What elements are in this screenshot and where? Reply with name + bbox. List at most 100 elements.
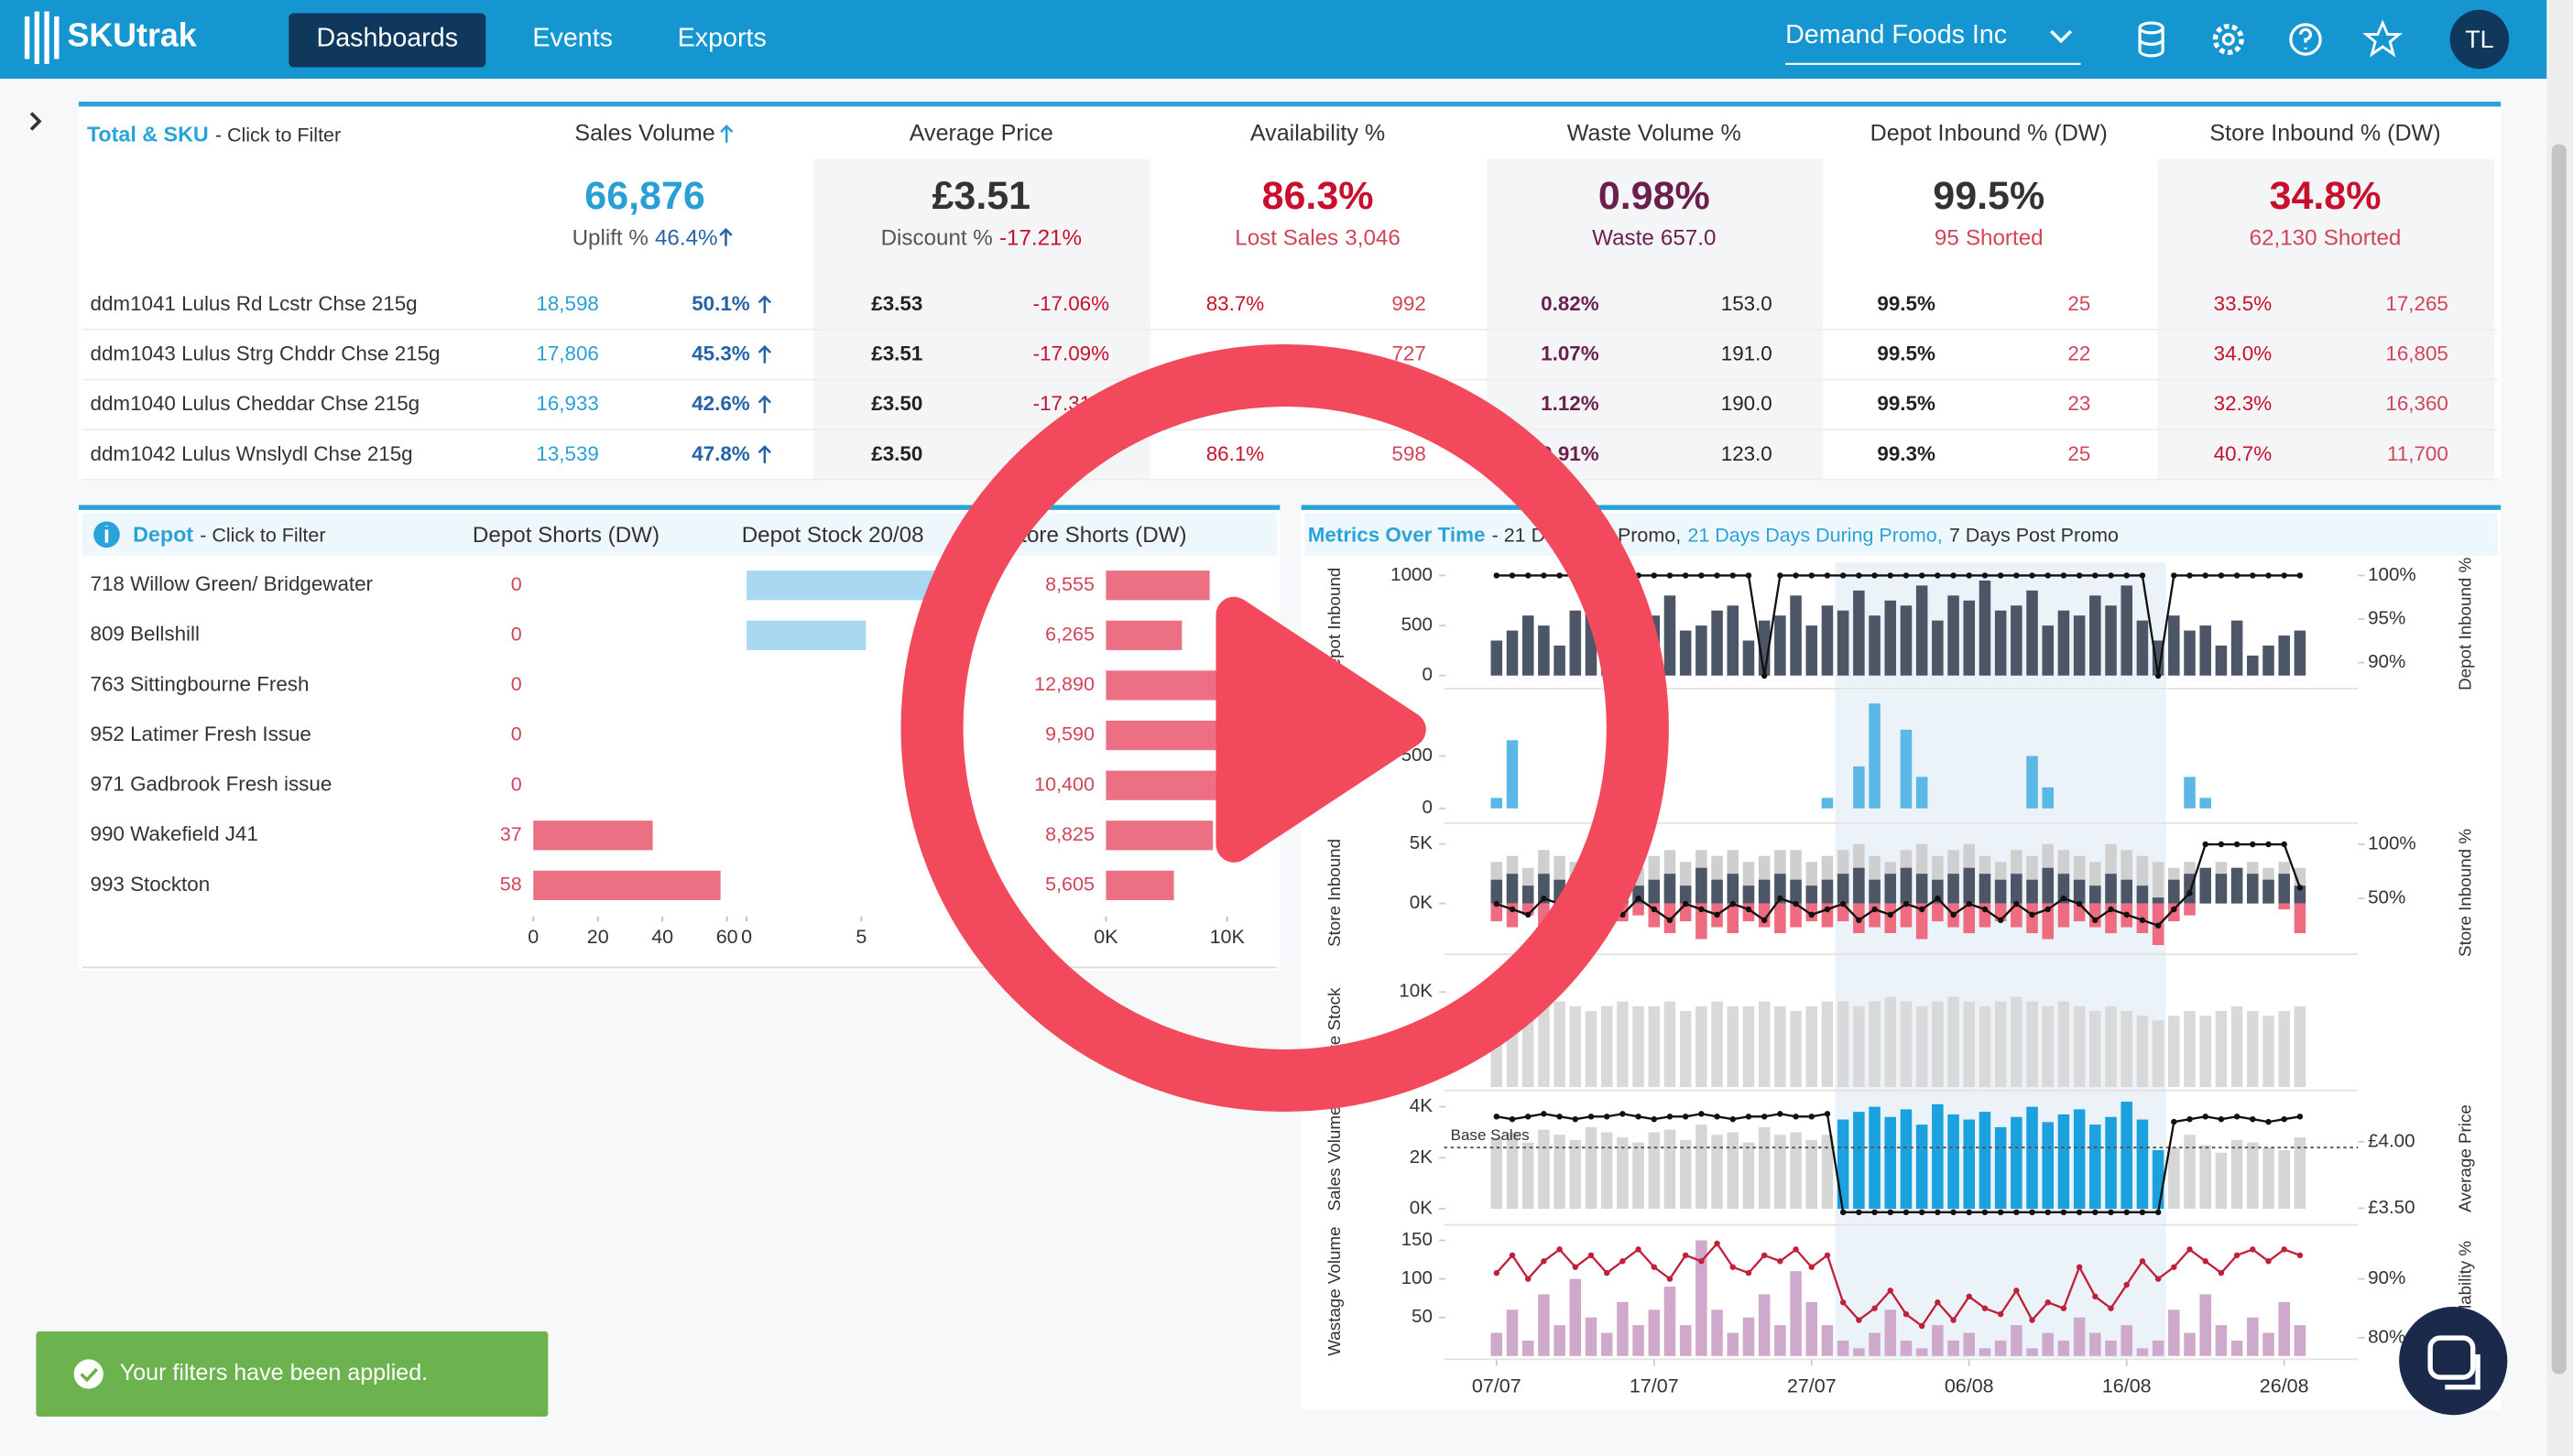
bar (2042, 1122, 2055, 1210)
store-shorts-bar (1106, 620, 1183, 650)
metric-line (1496, 842, 2301, 928)
line-marker (2108, 572, 2114, 579)
bar (1774, 615, 1786, 676)
settings-icon[interactable] (2212, 23, 2244, 55)
bar (1617, 1137, 1629, 1210)
bar (2184, 1332, 2196, 1356)
favourite-icon[interactable] (2362, 19, 2404, 58)
nav-tab[interactable]: Exports (678, 24, 767, 53)
kpi-sub: 95 Shorted (1935, 226, 2044, 251)
depot-site: 718 Willow Green/ Bridgewater (91, 572, 374, 595)
bar (2278, 874, 2290, 904)
bar (2168, 1309, 2180, 1356)
bar (2105, 1340, 2117, 1356)
sku-cell: 25 (2067, 442, 2090, 465)
axis-tick-label: 10K (1210, 926, 1246, 948)
bar (1521, 1011, 1534, 1088)
line-marker (1935, 895, 1941, 902)
line-marker (1635, 1114, 1641, 1120)
arrow-icon (720, 125, 734, 143)
sku-cell: 47.8% (692, 442, 750, 465)
line-marker (1981, 1305, 1989, 1311)
line-marker (1572, 1264, 1579, 1270)
sidebar-toggle[interactable] (29, 112, 42, 131)
line-marker (2265, 1118, 2272, 1125)
bar (1869, 1332, 1881, 1356)
depot-shorts-label: 0 (511, 773, 522, 795)
line-marker (1666, 917, 1674, 924)
bar (2262, 1332, 2274, 1356)
sku-cell: 17,806 (536, 342, 598, 365)
line-marker (1981, 906, 1989, 913)
avatar[interactable] (2449, 9, 2510, 70)
nav-tab[interactable]: Events (532, 24, 613, 53)
line-marker (2029, 911, 2035, 918)
kpi-sub-part: Waste (1592, 226, 1654, 251)
icon-part (2221, 32, 2235, 46)
sku-cell: £3.53 (871, 292, 922, 315)
depot-shorts-label: 37 (500, 823, 522, 845)
line-marker (1902, 900, 1910, 907)
bar (1821, 798, 1834, 809)
help-icon[interactable] (2289, 23, 2322, 56)
x-tick-label: 07/07 (1472, 1375, 1521, 1396)
line-marker (1918, 1322, 1925, 1330)
line-marker (2250, 1115, 2256, 1123)
bar (1915, 585, 1928, 676)
y2-tick-label: 100% (2368, 832, 2416, 853)
bar (2247, 1317, 2259, 1356)
store-shorts-bar (1106, 770, 1233, 800)
y-tick-label: 5K (1410, 832, 1433, 853)
chat-button[interactable] (2399, 1307, 2508, 1416)
line-marker (2044, 1299, 2051, 1306)
sku-cell: 99.5% (1877, 292, 1935, 315)
bar (1979, 1348, 1991, 1356)
line-marker (2108, 1209, 2114, 1216)
bar (2199, 798, 2211, 809)
icon-part (2289, 23, 2322, 56)
y-tick-label: 0 (1422, 664, 1432, 685)
bar (2294, 1325, 2306, 1356)
bar (1963, 1332, 1976, 1356)
brand-logo[interactable]: SKUtrak (24, 11, 197, 64)
kpi-sub: Waste 657.0 (1592, 226, 1716, 251)
bar (1994, 1340, 2007, 1356)
bar (1979, 580, 1991, 676)
scrollbar-thumb[interactable] (2551, 144, 2567, 1375)
play-button[interactable] (900, 344, 1669, 1112)
line-marker (1997, 917, 2004, 924)
line-marker (2250, 1246, 2256, 1253)
bar (1679, 1011, 1692, 1088)
store-shorts-bar (1106, 720, 1223, 751)
line-marker (2281, 1246, 2287, 1253)
bar (1963, 903, 1976, 934)
company-select[interactable]: Demand Foods Inc (1785, 20, 2007, 49)
line-marker (1698, 1258, 1705, 1265)
line-marker (1603, 1269, 1610, 1277)
bar (1758, 879, 1771, 904)
bar (2105, 605, 2117, 676)
bar (1569, 1139, 1582, 1210)
database-icon[interactable] (2138, 21, 2164, 58)
bar (2199, 1016, 2211, 1088)
toast-icon (73, 1359, 104, 1389)
bar (1554, 645, 1565, 676)
depot-shorts-bar (533, 870, 721, 901)
bar (1742, 1142, 1755, 1210)
line-marker (2281, 1115, 2287, 1123)
depot-header-bg (82, 513, 1277, 556)
x-tick-label: 17/07 (1630, 1375, 1679, 1396)
bar (1663, 1129, 1676, 1210)
nav-tab[interactable]: Dashboards (317, 24, 458, 53)
dashboard-content: Total & SKU - Click to Filter Sales Volume… (82, 120, 2498, 1396)
y2-tick-label: 100% (2368, 564, 2416, 585)
line-marker (1966, 1209, 1972, 1216)
line-marker (1493, 1114, 1500, 1120)
line-marker (2044, 1209, 2051, 1216)
bar (1490, 1332, 1503, 1356)
depot-site: 990 Wakefield J41 (91, 822, 258, 845)
line-marker (2029, 1209, 2035, 1216)
bar (2152, 897, 2164, 904)
depot-shorts-bar (533, 820, 653, 851)
line-marker (1935, 1209, 1941, 1216)
